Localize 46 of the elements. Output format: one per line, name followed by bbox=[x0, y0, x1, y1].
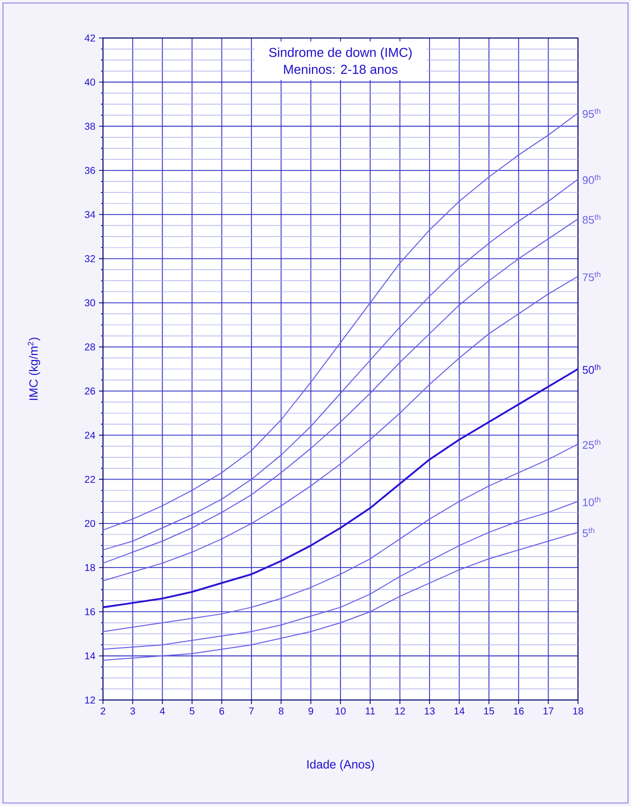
y-tick-label: 14 bbox=[85, 652, 96, 660]
y-tick-label: 38 bbox=[84, 122, 96, 130]
x-tick-label: 3 bbox=[130, 708, 136, 715]
x-tick-label: 9 bbox=[308, 708, 314, 715]
x-tick-label: 12 bbox=[395, 708, 405, 714]
series-label: 25$^{th}$ bbox=[582, 439, 600, 449]
x-tick-label: 15 bbox=[484, 708, 494, 714]
y-tick-label: 18 bbox=[85, 564, 96, 572]
y-tick-label: 42 bbox=[84, 34, 95, 42]
series-label: 90$^{th}$ bbox=[582, 174, 600, 184]
y-tick-label: 20 bbox=[84, 520, 96, 527]
y-tick-label: 22 bbox=[84, 476, 95, 483]
series-label: 50$^{th}$ bbox=[582, 364, 600, 374]
x-tick-label: 14 bbox=[454, 708, 465, 714]
x-axis-title: Idade (Anos) bbox=[307, 760, 374, 771]
series-label: 95$^{th}$ bbox=[582, 108, 600, 118]
y-axis-title: IMC (kg/m$^{2}$) bbox=[28, 338, 40, 400]
x-tick-label: 11 bbox=[366, 708, 375, 714]
y-tick-label: 26 bbox=[84, 388, 96, 395]
y-tick-label: 16 bbox=[85, 608, 96, 616]
x-tick-label: 13 bbox=[424, 708, 435, 715]
x-tick-label: 16 bbox=[514, 708, 524, 715]
x-tick-label: 6 bbox=[219, 708, 224, 715]
x-tick-label: 17 bbox=[544, 708, 554, 714]
y-tick-label: 32 bbox=[84, 255, 95, 262]
series-label: 85$^{th}$ bbox=[582, 214, 600, 224]
text: Meninos: 2-18 anos bbox=[284, 64, 398, 74]
x-tick-label: 2 bbox=[100, 708, 106, 714]
y-tick-label: 40 bbox=[84, 78, 96, 86]
y-tick-label: 24 bbox=[84, 432, 96, 439]
x-tick-label: 8 bbox=[278, 708, 284, 715]
y-tick-label: 34 bbox=[84, 211, 96, 218]
y-tick-label: 28 bbox=[84, 343, 96, 350]
line-series bbox=[102, 112, 579, 531]
x-tick-label: 5 bbox=[190, 708, 194, 714]
x-tick-label: 10 bbox=[336, 708, 346, 715]
x-tick-label: 7 bbox=[249, 708, 254, 714]
text: Sindrome de down (IMC) bbox=[269, 48, 412, 60]
x-tick-label: 4 bbox=[160, 708, 165, 714]
y-tick-label: 30 bbox=[84, 299, 96, 306]
y-tick-label: 36 bbox=[84, 166, 96, 174]
series-label: 5$^{th}$ bbox=[582, 527, 594, 538]
series-label: 10$^{th}$ bbox=[583, 496, 600, 506]
y-tick-label: 12 bbox=[85, 696, 95, 704]
series-label: 75$^{th}$ bbox=[582, 272, 600, 282]
x-tick-label: 18 bbox=[573, 708, 584, 715]
